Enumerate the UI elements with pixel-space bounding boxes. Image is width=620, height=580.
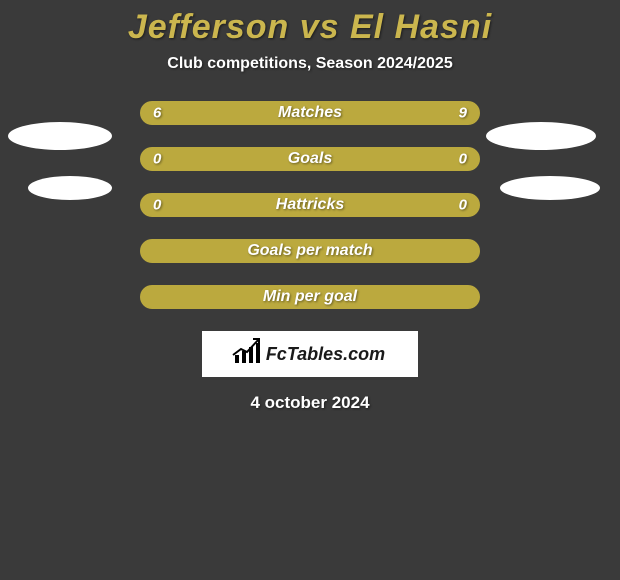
- bar-label: Min per goal: [263, 288, 357, 306]
- stat-bar-row: Goals per match: [140, 239, 480, 263]
- bar-value-left: 0: [153, 151, 161, 168]
- stat-bar-row: Hattricks 0 0: [140, 193, 480, 217]
- brand-text: FcTables.com: [266, 344, 385, 365]
- bar-value-right: 9: [459, 105, 467, 122]
- bar-label: Goals: [288, 150, 332, 168]
- bar-label: Hattricks: [276, 196, 344, 214]
- bar-value-right: 0: [459, 151, 467, 168]
- date-label: 4 october 2024: [0, 393, 620, 413]
- bar-value-right: 0: [459, 197, 467, 214]
- comparison-infographic: Jefferson vs El Hasni Club competitions,…: [0, 0, 620, 580]
- brand-line-icon: [231, 337, 263, 363]
- bar-value-left: 0: [153, 197, 161, 214]
- decorative-ellipse: [486, 122, 596, 150]
- page-title: Jefferson vs El Hasni: [0, 0, 620, 47]
- subtitle: Club competitions, Season 2024/2025: [0, 55, 620, 73]
- stat-bar-row: Min per goal: [140, 285, 480, 309]
- bar-label: Matches: [278, 104, 342, 122]
- brand-box: FcTables.com: [202, 331, 418, 377]
- decorative-ellipse: [500, 176, 600, 200]
- decorative-ellipse: [28, 176, 112, 200]
- stat-bar-row: Matches 6 9: [140, 101, 480, 125]
- stat-bar-row: Goals 0 0: [140, 147, 480, 171]
- bar-label: Goals per match: [247, 242, 372, 260]
- decorative-ellipse: [8, 122, 112, 150]
- bar-value-left: 6: [153, 105, 161, 122]
